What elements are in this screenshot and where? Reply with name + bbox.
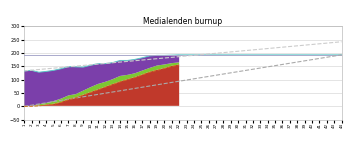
Title: Medialenden burnup: Medialenden burnup xyxy=(143,17,223,26)
